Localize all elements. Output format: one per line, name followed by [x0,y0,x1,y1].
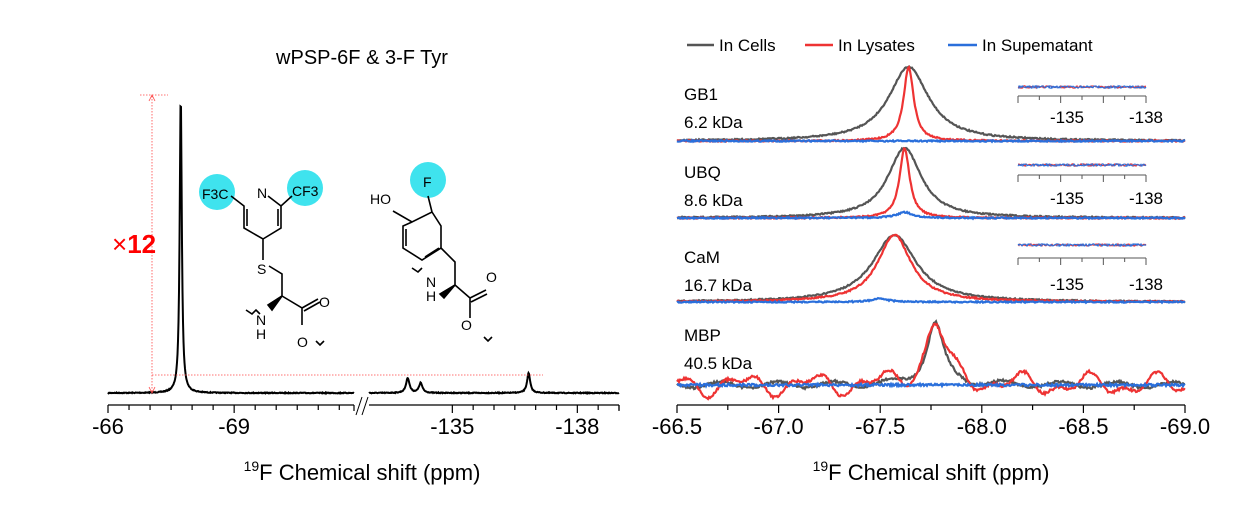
right-chart: In Cells In Lysates In Supematant GB1 6.… [652,36,1210,485]
spectrum-supernatant-cam [676,296,1186,305]
left-chart: wPSP-6F & 3-F Tyr ×12 -66 -69 -135 -138 19F… [92,47,620,485]
svg-text:N: N [256,312,266,328]
wpsp-6f-structure [199,170,325,347]
spectrum-line-segment [368,370,620,395]
left-spectrum [107,104,620,396]
panel-label-cam: CaM [684,248,720,267]
f-highlight [410,162,446,198]
right-x-axis: -66.5 -67.0 -67.5 -68.0 -68.5 -69.0 [652,404,1210,439]
svg-text:F3C: F3C [202,186,228,202]
x-tick-label: -69.0 [1160,414,1210,439]
spectrum-line-segment [107,104,355,396]
spectrum-supernatant-mbp [677,381,1186,389]
legend: In Cells In Lysates In Supematant [687,36,1093,55]
legend-label-cells: In Cells [719,36,776,55]
panel-label-gb1: GB1 [684,85,718,104]
svg-text:-135: -135 [1050,189,1084,208]
spectrum-lysates-gb1 [676,65,1186,144]
legend-label-supernatant: In Supematant [982,36,1093,55]
svg-text:N: N [257,185,267,201]
svg-text:-138: -138 [1129,275,1163,294]
panel-labels: GB1 6.2 kDa UBQ 8.6 kDa CaM 16.7 kDa MBP… [684,85,753,373]
x-tick-label: -135 [430,414,474,439]
svg-text:H: H [256,326,266,342]
spectrum-cells-ubq [677,146,1186,220]
left-x-axis: -66 -69 -135 -138 [92,396,620,439]
wpsp-6f-labels: F3C N CF3 S N H O O [202,183,330,350]
spectrum-supernatant-ubq [676,210,1186,221]
legend-label-lysates: In Lysates [838,36,915,55]
x-tick-label: -67.0 [754,414,804,439]
x-tick-label: -68.5 [1058,414,1108,439]
svg-text:O: O [486,269,497,285]
spectrum-cells-gb1 [676,65,1186,143]
spectrum-lysates-mbp [676,322,1186,401]
spectrum-supernatant-gb1 [676,138,1186,144]
spectrum-lysates-ubq [676,147,1186,221]
svg-text:N: N [426,274,436,290]
x-tick-label: -69 [218,414,250,439]
x-tick-label: -66.5 [652,414,702,439]
svg-text:H: H [426,288,436,304]
inset-spectrum [1017,242,1147,248]
cf3-highlight-left [199,174,235,210]
svg-text:HO: HO [370,191,391,207]
svg-text:CF3: CF3 [292,183,319,199]
svg-text:-135: -135 [1050,275,1084,294]
3f-tyr-structure [392,162,493,343]
scale-factor: ×12 [112,229,156,259]
left-x-axis-label: 19F Chemical shift (ppm) [244,458,481,485]
svg-text:-138: -138 [1129,108,1163,127]
x-tick-label: -66 [92,414,124,439]
x-tick-label: -138 [555,414,599,439]
right-x-axis-label: 19F Chemical shift (ppm) [813,458,1050,485]
inset-spectrum [1017,242,1147,248]
cf3-highlight-right [287,170,323,206]
svg-text:-135: -135 [1050,108,1084,127]
axis-break-icon [355,396,369,416]
svg-text:O: O [297,334,308,350]
inset-labels: -135 -138 -135 -138 -135 -138 [1050,108,1163,294]
x-tick-label: -68.0 [957,414,1007,439]
right-spectra [676,65,1186,401]
svg-text:F: F [423,174,432,190]
3f-tyr-labels: HO F N H O O [370,174,497,333]
panel-mass-cam: 16.7 kDa [684,276,753,295]
panel-mass-gb1: 6.2 kDa [684,113,743,132]
svg-text:S: S [257,261,266,277]
left-chart-title: wPSP-6F & 3-F Tyr [275,47,448,69]
inset-spectrum [1017,84,1147,90]
panel-mass-ubq: 8.6 kDa [684,191,743,210]
panel-label-mbp: MBP [684,326,721,345]
inset-spectrum [1017,162,1147,168]
x-tick-label: -67.5 [855,414,905,439]
panel-label-ubq: UBQ [684,163,721,182]
svg-text:O: O [319,294,330,310]
panel-mass-mbp: 40.5 kDa [684,354,753,373]
svg-text:O: O [461,317,472,333]
svg-text:-138: -138 [1129,189,1163,208]
